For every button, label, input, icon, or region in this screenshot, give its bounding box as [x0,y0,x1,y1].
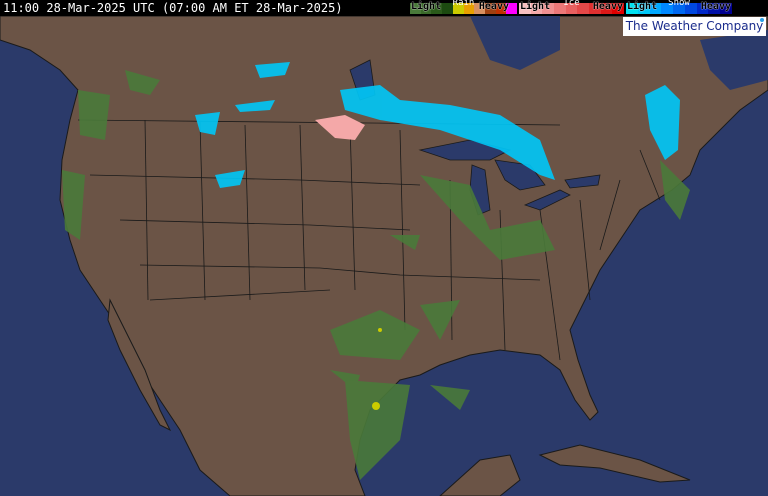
legend-swatch [589,3,601,14]
legend-swatch [484,3,496,14]
legend-swatch [684,3,697,14]
legend-ice-heavy: Heavy [592,1,623,12]
hudson-bay [470,16,560,70]
legend-swatch [530,3,543,14]
timestamp: 11:00 28-Mar-2025 UTC (07:00 AM ET 28-Ma… [3,1,343,15]
precip-snow [195,62,680,188]
yucatan [439,454,521,496]
legend-swatch [519,3,531,14]
legend-swatch [626,3,638,14]
legend-swatch [452,3,464,14]
legend-rain-heavy: Heavy [478,1,509,12]
legend-swatch [637,3,650,14]
legend-swatch [495,3,507,14]
legend-rain: Rain Light Heavy [410,0,518,14]
legend-swatch [506,3,518,14]
legend-swatch [420,3,432,14]
brand-dot-icon [760,18,764,22]
legend-swatch [673,3,685,14]
legend-rain-light: Light [411,1,442,12]
precip-rain [62,70,690,480]
legend-snow-title: Snow [668,0,690,8]
precip-rain-moderate [372,328,382,410]
legend-snow-heavy: Heavy [700,1,731,12]
cuba [538,444,691,483]
legend-swatch [565,3,578,14]
legend-swatch [431,3,443,14]
legend-swatch [474,3,485,14]
legend-swatch [542,3,555,14]
legend-swatch [661,3,674,14]
legend-swatch [410,3,421,14]
legend-swatch [708,3,721,14]
legend-snow-light: Light [627,1,658,12]
legend-swatch [696,3,709,14]
legend-rain-title: Rain [452,0,475,8]
legend-swatch [720,3,733,14]
legend-ice-title: Ice [563,0,580,8]
legend-swatch [649,3,662,14]
legend-ice: Ice Light Heavy [519,0,625,14]
legend-swatch [612,3,625,14]
brand-logo: The Weather Company [623,17,766,36]
legend-snow: Snow Light Heavy [626,0,733,14]
legend-swatch [463,3,475,14]
legend-ice-light: Light [520,1,551,12]
precip-ice [315,115,365,140]
baja-peninsula [107,298,172,432]
legend-swatch [577,3,590,14]
gulf-of-st-lawrence [700,30,768,90]
brand-name: The Weather Company [625,19,764,33]
legend-swatch [554,3,566,14]
legend-swatch [442,3,453,14]
legend-swatch [600,3,613,14]
